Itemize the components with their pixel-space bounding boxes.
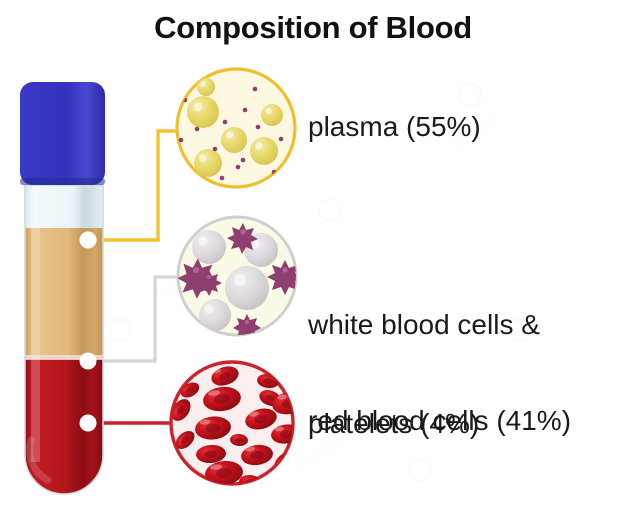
page-title: Composition of Blood xyxy=(154,10,472,45)
callout-circle-rbc xyxy=(169,360,295,486)
marker-dot-plasma[interactable] xyxy=(79,231,97,249)
callout-circle-plasma xyxy=(175,67,297,189)
label-red-blood-cells: red blood cells (41%) xyxy=(308,405,572,436)
connector-line-wbc xyxy=(88,275,178,363)
plasma-bubble-highlights xyxy=(193,81,273,162)
platelet-highlights xyxy=(193,229,288,324)
platelets xyxy=(178,223,296,335)
tube-plasma-layer xyxy=(25,228,103,359)
connector-line-plasma xyxy=(88,129,177,242)
tube-marker-dots xyxy=(79,231,97,432)
red-blood-cell-highlights xyxy=(199,368,287,470)
tube-glass-highlight xyxy=(31,190,40,462)
white-blood-cell-highlights xyxy=(198,236,260,314)
tube-cap-shadow xyxy=(20,178,105,185)
marker-dot-wbc[interactable] xyxy=(79,352,97,370)
tube-outline xyxy=(24,184,104,495)
tube-blood-layer xyxy=(25,359,103,494)
tube-cap xyxy=(20,82,105,185)
label-white-blood-cells-line1: white blood cells & xyxy=(308,309,540,341)
label-plasma: plasma (55%) xyxy=(308,111,481,142)
test-tube xyxy=(20,82,105,495)
tube-bottom-highlight xyxy=(26,436,52,484)
callout-circle-wbc xyxy=(176,215,298,337)
label-white-blood-cells-line2: platelets (4%) xyxy=(308,408,480,440)
label-white-blood-cells: white blood cells & platelets (4%) xyxy=(308,242,540,506)
layer-boundary-line xyxy=(25,355,103,360)
marker-dot-rbc[interactable] xyxy=(79,414,97,432)
